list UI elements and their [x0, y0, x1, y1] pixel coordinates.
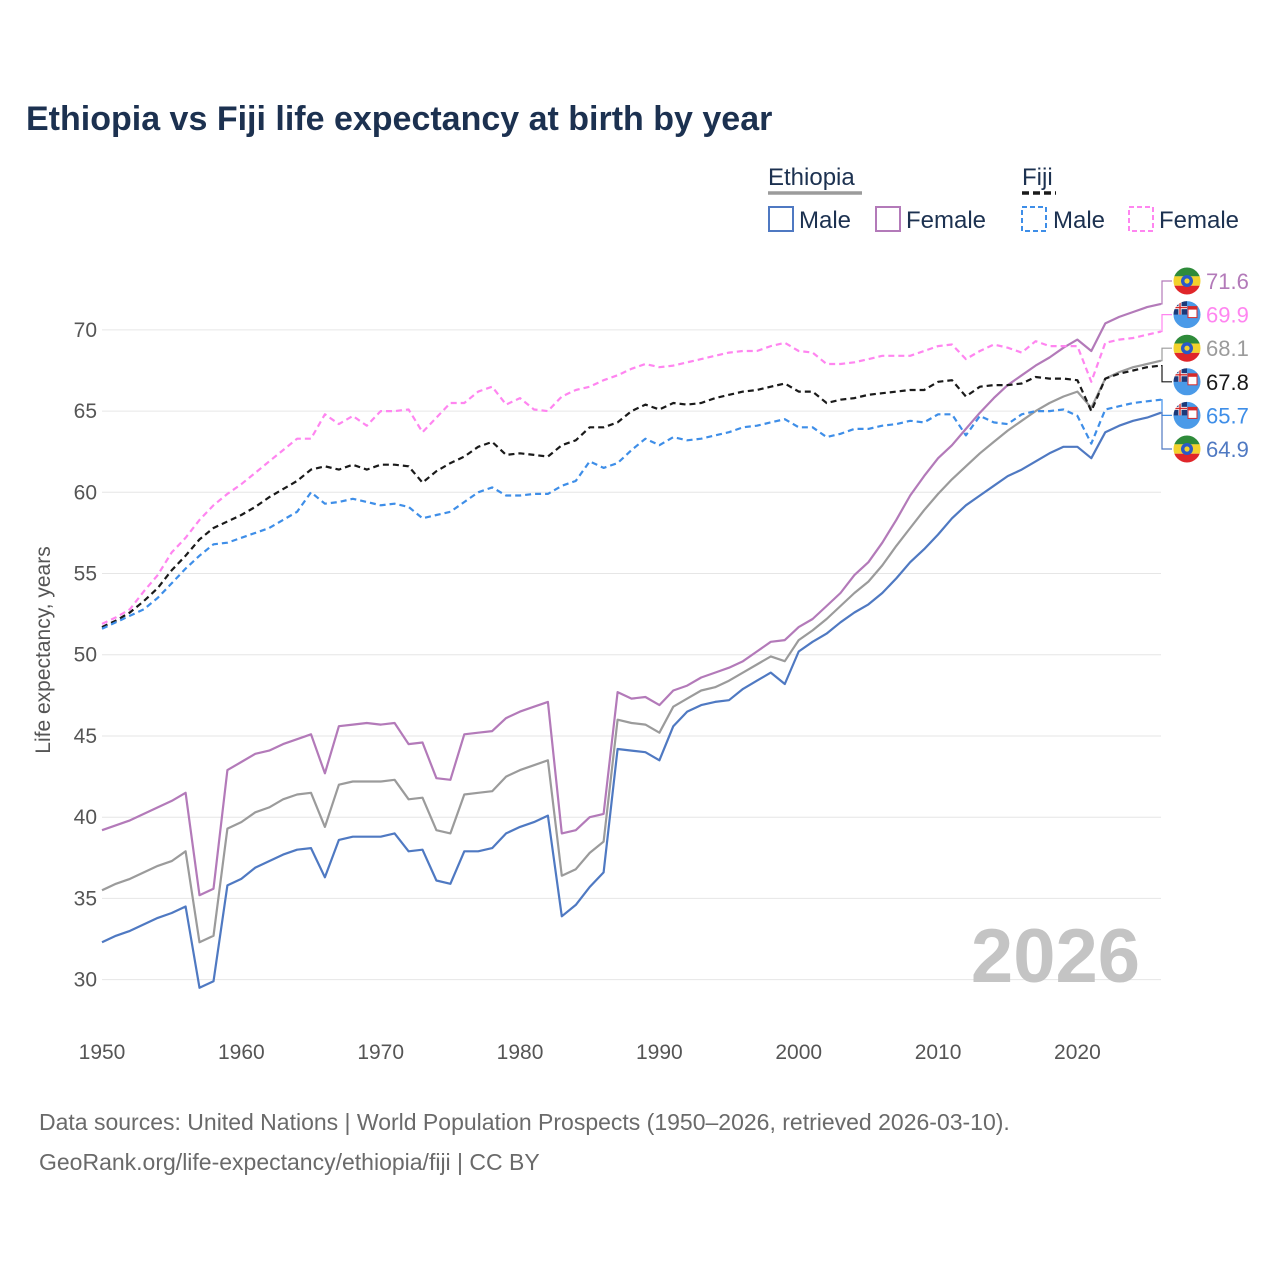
grid	[102, 329, 1161, 981]
y-tick-label: 30	[74, 969, 97, 992]
series-line-fiji-female	[101, 330, 1162, 625]
y-tick-label: 50	[74, 644, 97, 667]
x-tick-label: 1990	[636, 1041, 683, 1064]
legend-label-ethiopia-female: Female	[906, 207, 986, 234]
series-line-ethiopia-total	[101, 359, 1162, 944]
x-tick-label: 1950	[79, 1041, 126, 1064]
y-tick-label: 40	[74, 806, 97, 829]
y-tick-label: 70	[74, 319, 97, 342]
end-label-leader	[1161, 365, 1172, 383]
legend-swatch-ethiopia-male	[768, 206, 794, 232]
end-label-value: 69.9	[1206, 303, 1249, 328]
end-labels: 71.6 69.9 68.1 67.8 65.7 64.9	[1161, 266, 1249, 464]
legend-ethiopia-heading: Ethiopia	[768, 164, 855, 191]
end-label-leader	[1161, 412, 1172, 450]
end-label-value: 71.6	[1206, 269, 1249, 294]
legend-label-ethiopia-male: Male	[799, 207, 851, 234]
ethiopia-flag-icon	[1172, 266, 1202, 296]
series-line-ethiopia-male	[101, 411, 1162, 989]
legend-label-fiji-female: Female	[1159, 207, 1239, 234]
end-label-value: 67.8	[1206, 370, 1249, 395]
series-lines	[101, 302, 1162, 989]
legend-label-fiji-male: Male	[1053, 207, 1105, 234]
chart-title: Ethiopia vs Fiji life expectancy at birt…	[26, 100, 772, 138]
x-tick-label: 1960	[218, 1041, 265, 1064]
ethiopia-flag-icon	[1172, 333, 1202, 363]
x-tick-label: 1970	[357, 1041, 404, 1064]
series-line-fiji-total	[101, 364, 1162, 629]
y-tick-label: 55	[74, 563, 97, 586]
year-watermark: 2026	[971, 914, 1140, 999]
y-tick-label: 35	[74, 887, 97, 910]
end-label-value: 68.1	[1206, 336, 1249, 361]
legend-swatch-ethiopia-female	[875, 206, 901, 232]
legend-swatch-fiji-female	[1128, 206, 1154, 232]
legend: Ethiopia Fiji Male Female Male Female	[768, 164, 1239, 234]
y-axis-label: Life expectancy, years	[32, 546, 55, 753]
y-axis-ticks: 30 35 40 45 50 55 60 65 70	[74, 319, 97, 992]
legend-fiji-heading: Fiji	[1022, 164, 1053, 191]
end-label-leader	[1161, 314, 1172, 333]
fiji-flag-icon	[1172, 400, 1202, 430]
source-line-2: GeoRank.org/life-expectancy/ethiopia/fij…	[39, 1149, 540, 1175]
x-tick-label: 2020	[1054, 1041, 1101, 1064]
x-tick-label: 1980	[497, 1041, 544, 1064]
y-tick-label: 65	[74, 400, 97, 423]
fiji-flag-icon	[1172, 300, 1202, 330]
x-tick-label: 2000	[775, 1041, 822, 1064]
source-line-1: Data sources: United Nations | World Pop…	[39, 1109, 1010, 1135]
y-tick-label: 45	[74, 725, 97, 748]
legend-swatch-fiji-male	[1021, 206, 1047, 232]
series-line-ethiopia-female	[101, 302, 1162, 897]
end-label-leader	[1161, 347, 1172, 362]
fiji-flag-icon	[1172, 367, 1202, 397]
x-tick-label: 2010	[915, 1041, 962, 1064]
ethiopia-flag-icon	[1172, 434, 1202, 464]
end-label-leader	[1161, 399, 1172, 416]
x-axis-ticks: 1950 1960 1970 1980 1990 2000 2010 2020	[79, 1041, 1101, 1064]
end-label-value: 65.7	[1206, 403, 1249, 428]
end-label-leader	[1161, 280, 1172, 305]
series-line-fiji-male	[101, 398, 1162, 630]
end-label-value: 64.9	[1206, 437, 1249, 462]
y-tick-label: 60	[74, 481, 97, 504]
